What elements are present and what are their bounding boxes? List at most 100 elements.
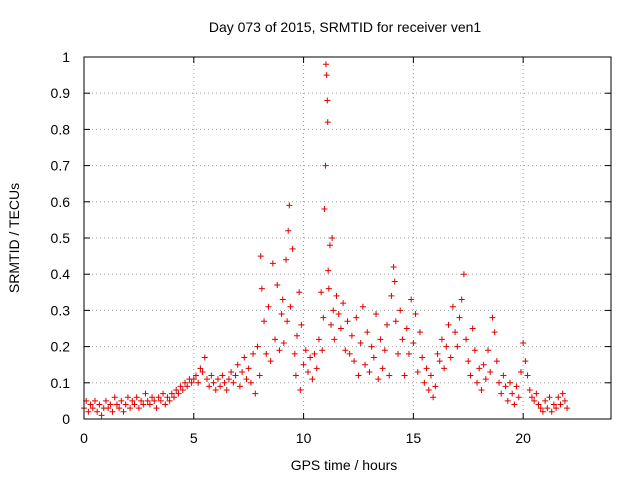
data-point: [267, 358, 274, 365]
data-point: [250, 350, 257, 357]
data-point: [399, 336, 406, 343]
data-point: [384, 321, 391, 328]
data-point: [337, 325, 344, 332]
data-point: [278, 311, 285, 318]
data-point: [135, 405, 142, 412]
data-point: [138, 397, 145, 404]
data-point: [463, 336, 470, 343]
data-point: [144, 397, 151, 404]
data-point: [111, 394, 118, 401]
data-point: [302, 347, 309, 354]
data-point: [89, 405, 96, 412]
x-tick-label: 15: [406, 430, 422, 446]
data-point: [425, 387, 432, 394]
data-point: [245, 365, 252, 372]
data-point: [401, 372, 408, 379]
data-point: [333, 292, 340, 299]
data-point: [228, 368, 235, 375]
data-point: [164, 394, 171, 401]
data-point: [325, 285, 332, 292]
data-point: [467, 372, 474, 379]
y-tick-label: 0.2: [51, 339, 71, 355]
data-point: [548, 408, 555, 415]
data-point: [286, 202, 293, 209]
data-point: [326, 242, 333, 249]
data-point: [436, 358, 443, 365]
data-point: [166, 397, 173, 404]
data-point: [454, 343, 461, 350]
data-point: [324, 97, 331, 104]
data-point: [182, 379, 189, 386]
data-point: [364, 329, 371, 336]
data-point: [427, 372, 434, 379]
data-point: [214, 376, 221, 383]
data-point: [419, 354, 426, 361]
data-point: [408, 296, 415, 303]
data-point: [243, 376, 250, 383]
data-point: [133, 394, 140, 401]
data-point: [318, 289, 325, 296]
data-point: [293, 332, 300, 339]
data-point: [217, 383, 224, 390]
data-point: [485, 347, 492, 354]
data-point: [391, 278, 398, 285]
data-point: [261, 318, 268, 325]
data-point: [489, 314, 496, 321]
data-point: [357, 339, 364, 346]
y-tick-label: 0.6: [51, 194, 71, 210]
data-point: [449, 303, 456, 310]
data-point: [456, 314, 463, 321]
data-point: [517, 368, 524, 375]
data-point: [247, 379, 254, 386]
data-point: [330, 307, 337, 314]
data-point: [287, 303, 294, 310]
data-point: [195, 379, 202, 386]
data-point: [469, 325, 476, 332]
data-point: [98, 412, 105, 419]
data-point: [416, 329, 423, 336]
data-point: [520, 339, 527, 346]
data-point: [171, 394, 178, 401]
data-point: [388, 292, 395, 299]
data-point: [283, 256, 290, 263]
data-point: [118, 397, 125, 404]
data-point: [366, 368, 373, 375]
data-point: [348, 332, 355, 339]
data-point: [188, 379, 195, 386]
x-axis-label: GPS time / hours: [291, 457, 398, 473]
data-point: [480, 361, 487, 368]
data-point: [496, 379, 503, 386]
data-point: [232, 372, 239, 379]
data-point: [410, 339, 417, 346]
data-point: [353, 314, 360, 321]
data-point: [321, 206, 328, 213]
data-point: [285, 227, 292, 234]
data-point: [153, 405, 160, 412]
data-point: [269, 260, 276, 267]
data-point: [102, 397, 109, 404]
data-point: [524, 372, 531, 379]
data-point: [557, 401, 564, 408]
data-point: [313, 365, 320, 372]
data-point: [184, 383, 191, 390]
data-point: [319, 347, 326, 354]
data-point: [203, 376, 210, 383]
y-tick-label: 0.9: [51, 85, 71, 101]
data-point: [513, 383, 520, 390]
data-point: [107, 401, 114, 408]
data-point: [239, 368, 246, 375]
data-point: [210, 379, 217, 386]
data-point: [149, 394, 156, 401]
data-point: [375, 376, 382, 383]
data-point: [397, 307, 404, 314]
data-point: [533, 390, 540, 397]
data-point: [502, 383, 509, 390]
data-point: [256, 372, 263, 379]
data-point: [460, 271, 467, 278]
data-point: [109, 408, 116, 415]
data-point: [315, 336, 322, 343]
data-point: [129, 397, 136, 404]
data-point: [307, 354, 314, 361]
y-tick-label: 0: [62, 411, 70, 427]
